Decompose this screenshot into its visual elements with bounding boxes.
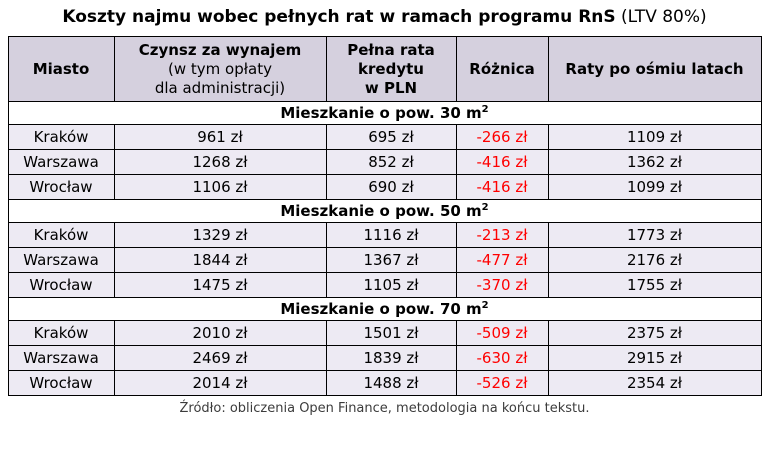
section-header-row-50m2: Mieszkanie o pow. 50 m2 [7, 199, 762, 224]
city-cell: Warszawa [7, 149, 115, 176]
difference-cell: -630 zł [455, 345, 549, 372]
difference-cell: -213 zł [455, 222, 549, 249]
table-row: Kraków 1329 zł 1116 zł -213 zł 1773 zł [7, 222, 762, 249]
installment-cell: 1501 zł [325, 320, 457, 347]
column-header-rent-title: Czynsz za wynajem [138, 41, 302, 59]
installment-cell: 690 zł [325, 174, 457, 201]
page-title-main: Koszty najmu wobec pełnych rat w ramach … [62, 7, 616, 27]
section-header-row-30m2: Mieszkanie o pow. 30 m2 [7, 101, 762, 126]
table-row: Kraków 2010 zł 1501 zł -509 zł 2375 zł [7, 320, 762, 347]
installment-cell: 1116 zł [325, 222, 457, 249]
difference-cell: -370 zł [455, 272, 549, 299]
section-header-label: Mieszkanie o pow. 70 m2 [7, 297, 762, 322]
city-cell: Wrocław [7, 174, 115, 201]
table-row: Kraków 961 zł 695 zł -266 zł 1109 zł [7, 124, 762, 151]
rent-cell: 2014 zł [113, 370, 327, 397]
rns-comparison-table: Miasto Czynsz za wynajem (w tym opłaty d… [7, 35, 762, 397]
difference-cell: -526 zł [455, 370, 549, 397]
city-cell: Wrocław [7, 370, 115, 397]
table-row: Warszawa 1268 zł 852 zł -416 zł 1362 zł [7, 149, 762, 176]
rent-cell: 1268 zł [113, 149, 327, 176]
after-eight-years-cell: 2176 zł [547, 247, 762, 274]
table-row: Warszawa 1844 zł 1367 zł -477 zł 2176 zł [7, 247, 762, 274]
city-cell: Wrocław [7, 272, 115, 299]
installment-cell: 1367 zł [325, 247, 457, 274]
difference-cell: -416 zł [455, 149, 549, 176]
table-row: Wrocław 2014 zł 1488 zł -526 zł 2354 zł [7, 370, 762, 397]
city-cell: Kraków [7, 124, 115, 151]
city-cell: Warszawa [7, 247, 115, 274]
difference-cell: -266 zł [455, 124, 549, 151]
section-header-label: Mieszkanie o pow. 30 m2 [7, 101, 762, 126]
column-header-rent-subtitle: (w tym opłaty dla administracji) [154, 59, 286, 97]
rent-cell: 2469 zł [113, 345, 327, 372]
difference-cell: -509 zł [455, 320, 549, 347]
column-header-rent: Czynsz za wynajem (w tym opłaty dla admi… [113, 35, 327, 103]
city-cell: Kraków [7, 320, 115, 347]
table-head: Miasto Czynsz za wynajem (w tym opłaty d… [7, 35, 762, 103]
table-body: Mieszkanie o pow. 30 m2 Kraków 961 zł 69… [7, 101, 762, 397]
section-label-text: Mieszkanie o pow. 70 m [280, 300, 482, 319]
after-eight-years-cell: 1773 zł [547, 222, 762, 249]
difference-cell: -477 zł [455, 247, 549, 274]
rent-cell: 961 zł [113, 124, 327, 151]
page-title-suffix: (LTV 80%) [615, 7, 707, 27]
rent-cell: 1106 zł [113, 174, 327, 201]
rent-cell: 2010 zł [113, 320, 327, 347]
after-eight-years-cell: 2375 zł [547, 320, 762, 347]
column-header-installment: Pełna rata kredytu w PLN [325, 35, 457, 103]
table-row: Wrocław 1106 zł 690 zł -416 zł 1099 zł [7, 174, 762, 201]
after-eight-years-cell: 2354 zł [547, 370, 762, 397]
table-row: Warszawa 2469 zł 1839 zł -630 zł 2915 zł [7, 345, 762, 372]
installment-cell: 1488 zł [325, 370, 457, 397]
section-label-text: Mieszkanie o pow. 30 m [280, 104, 482, 123]
section-header-label: Mieszkanie o pow. 50 m2 [7, 199, 762, 224]
superscript-2: 2 [481, 104, 489, 116]
installment-cell: 1839 zł [325, 345, 457, 372]
column-header-after-eight-years: Raty po ośmiu latach [547, 35, 762, 103]
table-header-row: Miasto Czynsz za wynajem (w tym opłaty d… [7, 35, 762, 103]
installment-cell: 695 zł [325, 124, 457, 151]
city-cell: Warszawa [7, 345, 115, 372]
after-eight-years-cell: 1362 zł [547, 149, 762, 176]
rent-cell: 1329 zł [113, 222, 327, 249]
table-row: Wrocław 1475 zł 1105 zł -370 zł 1755 zł [7, 272, 762, 299]
after-eight-years-cell: 1109 zł [547, 124, 762, 151]
after-eight-years-cell: 1099 zł [547, 174, 762, 201]
section-label-text: Mieszkanie o pow. 50 m [280, 202, 482, 221]
superscript-2: 2 [481, 202, 489, 214]
installment-cell: 1105 zł [325, 272, 457, 299]
installment-cell: 852 zł [325, 149, 457, 176]
rent-cell: 1844 zł [113, 247, 327, 274]
after-eight-years-cell: 2915 zł [547, 345, 762, 372]
source-note: Źródło: obliczenia Open Finance, metodol… [179, 401, 590, 417]
superscript-2: 2 [481, 300, 489, 312]
difference-cell: -416 zł [455, 174, 549, 201]
column-header-city: Miasto [7, 35, 115, 103]
rent-cell: 1475 zł [113, 272, 327, 299]
city-cell: Kraków [7, 222, 115, 249]
after-eight-years-cell: 1755 zł [547, 272, 762, 299]
section-header-row-70m2: Mieszkanie o pow. 70 m2 [7, 297, 762, 322]
column-header-difference: Różnica [455, 35, 549, 103]
page-title: Koszty najmu wobec pełnych rat w ramach … [0, 7, 769, 27]
